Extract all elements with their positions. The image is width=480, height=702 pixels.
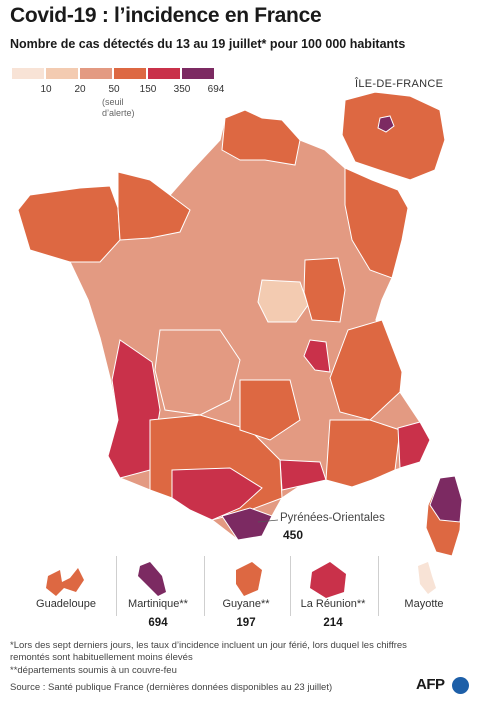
region-center-west <box>154 329 241 416</box>
territory-value-guyane: 197 <box>236 617 256 629</box>
territory-label-guadeloupe: Guadeloupe <box>36 598 96 610</box>
department-alpes-maritimes <box>397 421 431 469</box>
region-east-central <box>303 257 346 323</box>
territory-value-reunion: 214 <box>323 617 343 629</box>
region-rhone-alpes <box>329 319 403 421</box>
reunion-shape <box>310 562 346 598</box>
legend-value-20: 20 <box>74 84 86 95</box>
guyane-shape <box>236 562 262 596</box>
legend-swatch-6 <box>182 68 214 79</box>
region-normandy <box>117 171 191 241</box>
territory-value-martinique: 694 <box>148 617 168 629</box>
separator <box>204 556 205 616</box>
separator <box>378 556 379 616</box>
legend-swatch-3 <box>80 68 112 79</box>
legend-swatch-1 <box>12 68 44 79</box>
martinique-shape <box>138 562 166 596</box>
department-pyrenees-orientales <box>221 507 273 541</box>
region-auvergne <box>239 379 301 441</box>
legend-swatch-4 <box>114 68 146 79</box>
region-provence <box>325 419 401 488</box>
separator <box>116 556 117 616</box>
map-title: Covid-19 : l’incidence en France <box>10 4 322 27</box>
footnote-line-2: remontés sont habituellement moins élevé… <box>10 652 193 663</box>
territory-label-mayotte: Mayotte <box>404 598 444 610</box>
footnote-line-1: *Lors des sept derniers jours, les taux … <box>10 640 407 651</box>
department-cher-pale <box>257 279 309 323</box>
region-brittany <box>17 185 121 263</box>
separator <box>290 556 291 616</box>
department-rhone <box>303 339 331 373</box>
afp-logo-dot-icon <box>452 677 469 694</box>
legend-swatch-5 <box>148 68 180 79</box>
callout-value: 450 <box>283 528 304 542</box>
territory-label-guyane: Guyane** <box>222 598 270 610</box>
department-bouches-du-rhone <box>279 459 327 491</box>
territory-label-reunion: La Réunion** <box>300 598 366 610</box>
mayotte-shape <box>418 562 436 594</box>
source-line: Source : Santé publique France (dernière… <box>10 682 333 693</box>
territory-label-martinique: Martinique** <box>128 598 188 610</box>
map-subtitle: Nombre de cas détectés du 13 au 19 juill… <box>10 37 406 51</box>
legend-alert-note: (seuil d’alerte) <box>102 97 135 118</box>
region-north <box>221 109 301 166</box>
afp-logo-text: AFP <box>416 676 445 693</box>
legend-value-350: 350 <box>173 84 191 95</box>
legend-value-150: 150 <box>139 84 157 95</box>
corsica-north <box>429 475 463 523</box>
ile-de-france-paris <box>377 115 395 133</box>
inset-label-ile-de-france: ÎLE-DE-FRANCE <box>355 78 444 90</box>
callout-line <box>257 519 279 523</box>
callout-label: Pyrénées-Orientales <box>280 512 385 524</box>
ile-de-france-inset <box>341 91 446 181</box>
region-east <box>344 167 409 279</box>
legend-value-50: 50 <box>108 84 120 95</box>
legend-value-694: 694 <box>207 84 225 95</box>
region-atlantic-coast <box>107 339 161 479</box>
region-pyrenees <box>171 467 263 521</box>
legend-value-10: 10 <box>40 84 52 95</box>
footnote-line-3: **départements soumis à un couvre-feu <box>10 665 177 676</box>
legend-swatch-2 <box>46 68 78 79</box>
guadeloupe-shape <box>46 568 84 596</box>
